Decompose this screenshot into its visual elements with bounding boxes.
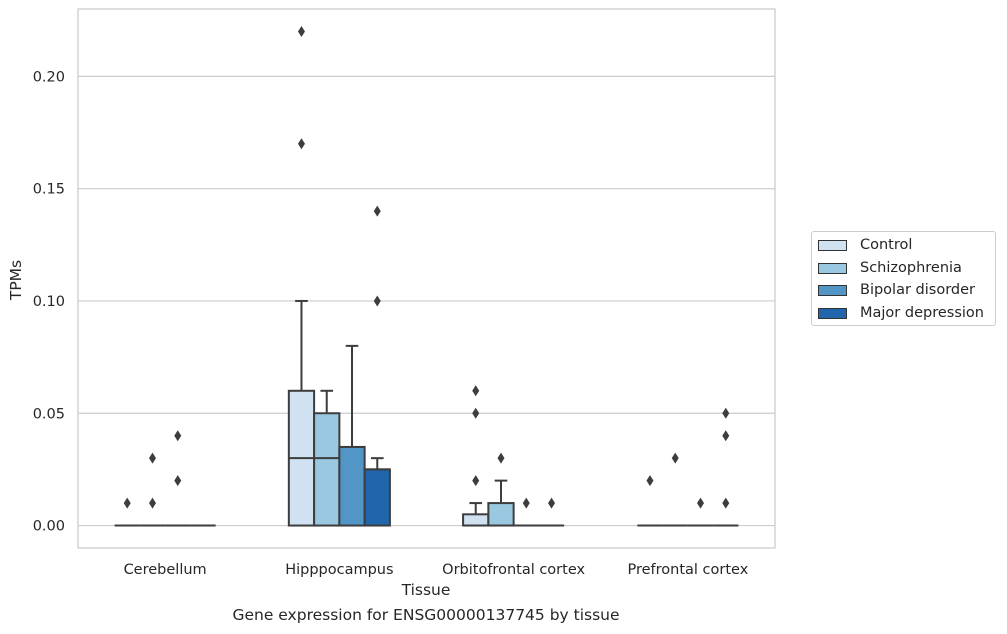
box <box>338 445 366 527</box>
outlier-point <box>472 407 480 419</box>
legend-item-control: Control <box>818 236 912 254</box>
outlier-point <box>548 497 556 509</box>
outlier-point <box>297 138 305 150</box>
y-tick-label: 0.15 <box>33 182 65 198</box>
box-group <box>662 452 688 527</box>
y-tick-label: 0.00 <box>33 519 65 535</box>
outlier-point <box>148 497 156 509</box>
outlier-point <box>697 497 705 509</box>
box <box>313 412 341 527</box>
outlier-point <box>671 452 679 464</box>
box <box>363 468 391 527</box>
outlier-point <box>646 475 654 487</box>
legend-swatch <box>818 262 847 274</box>
chart-caption: Gene expression for ENSG00000137745 by t… <box>232 606 620 624</box>
legend-item-major-depression: Major depression <box>818 304 984 322</box>
x-tick-label: Orbitofrontal cortex <box>442 562 585 578</box>
y-axis-label: TPMs <box>7 260 25 301</box>
x-tick-labels: Cerebellum Hipppocampus Orbitofrontal cort… <box>124 562 749 578</box>
plot-area <box>77 8 776 549</box>
x-axis-label: Tissue <box>401 581 451 599</box>
outlier-point <box>722 430 730 442</box>
box-group <box>165 430 191 527</box>
legend: Control Schizophrenia Bipolar disorder M… <box>811 231 996 326</box>
x-tick-label: Prefrontal cortex <box>627 562 748 578</box>
box <box>462 513 490 527</box>
box-group <box>338 344 366 527</box>
y-tick-label: 0.05 <box>33 406 65 422</box>
outlier-point <box>722 497 730 509</box>
box-group <box>139 452 166 527</box>
legend-swatch <box>818 307 847 319</box>
legend-item-schizophrenia: Schizophrenia <box>818 259 962 277</box>
box-group <box>713 407 739 527</box>
box-group <box>637 475 663 527</box>
box-group <box>114 497 140 527</box>
outlier-point <box>722 407 730 419</box>
box-group <box>513 497 539 527</box>
outlier-point <box>472 475 480 487</box>
legend-swatch <box>818 239 847 251</box>
outlier-point <box>148 452 156 464</box>
box <box>487 502 515 527</box>
outlier-point <box>174 475 182 487</box>
x-tick-label: Hipppocampus <box>285 562 393 578</box>
legend-label: Major depression <box>860 305 984 321</box>
y-tick-label: 0.10 <box>33 294 65 310</box>
box-group <box>487 452 515 527</box>
legend-label: Bipolar disorder <box>860 282 975 298</box>
outlier-point <box>297 25 305 37</box>
outlier-point <box>497 452 505 464</box>
y-tick-labels: 0.00 0.05 0.10 0.15 0.20 <box>33 69 65 534</box>
legend-label: Schizophrenia <box>860 260 962 276</box>
box-group <box>363 205 391 527</box>
outlier-point <box>373 205 381 217</box>
box-group <box>538 497 565 527</box>
boxes <box>114 25 739 527</box>
box-group <box>462 385 490 527</box>
box-group <box>287 25 316 527</box>
outlier-point <box>123 497 131 509</box>
legend-swatch <box>818 284 847 296</box>
box-group <box>687 497 714 527</box>
outlier-point <box>174 430 182 442</box>
x-tick-label: Cerebellum <box>124 562 207 578</box>
outlier-point <box>522 497 530 509</box>
outlier-point <box>472 385 480 397</box>
legend-item-bipolar-disorder: Bipolar disorder <box>818 281 975 299</box>
legend-label: Control <box>860 237 913 253</box>
outlier-point <box>373 295 381 307</box>
y-tick-label: 0.20 <box>33 69 65 85</box>
